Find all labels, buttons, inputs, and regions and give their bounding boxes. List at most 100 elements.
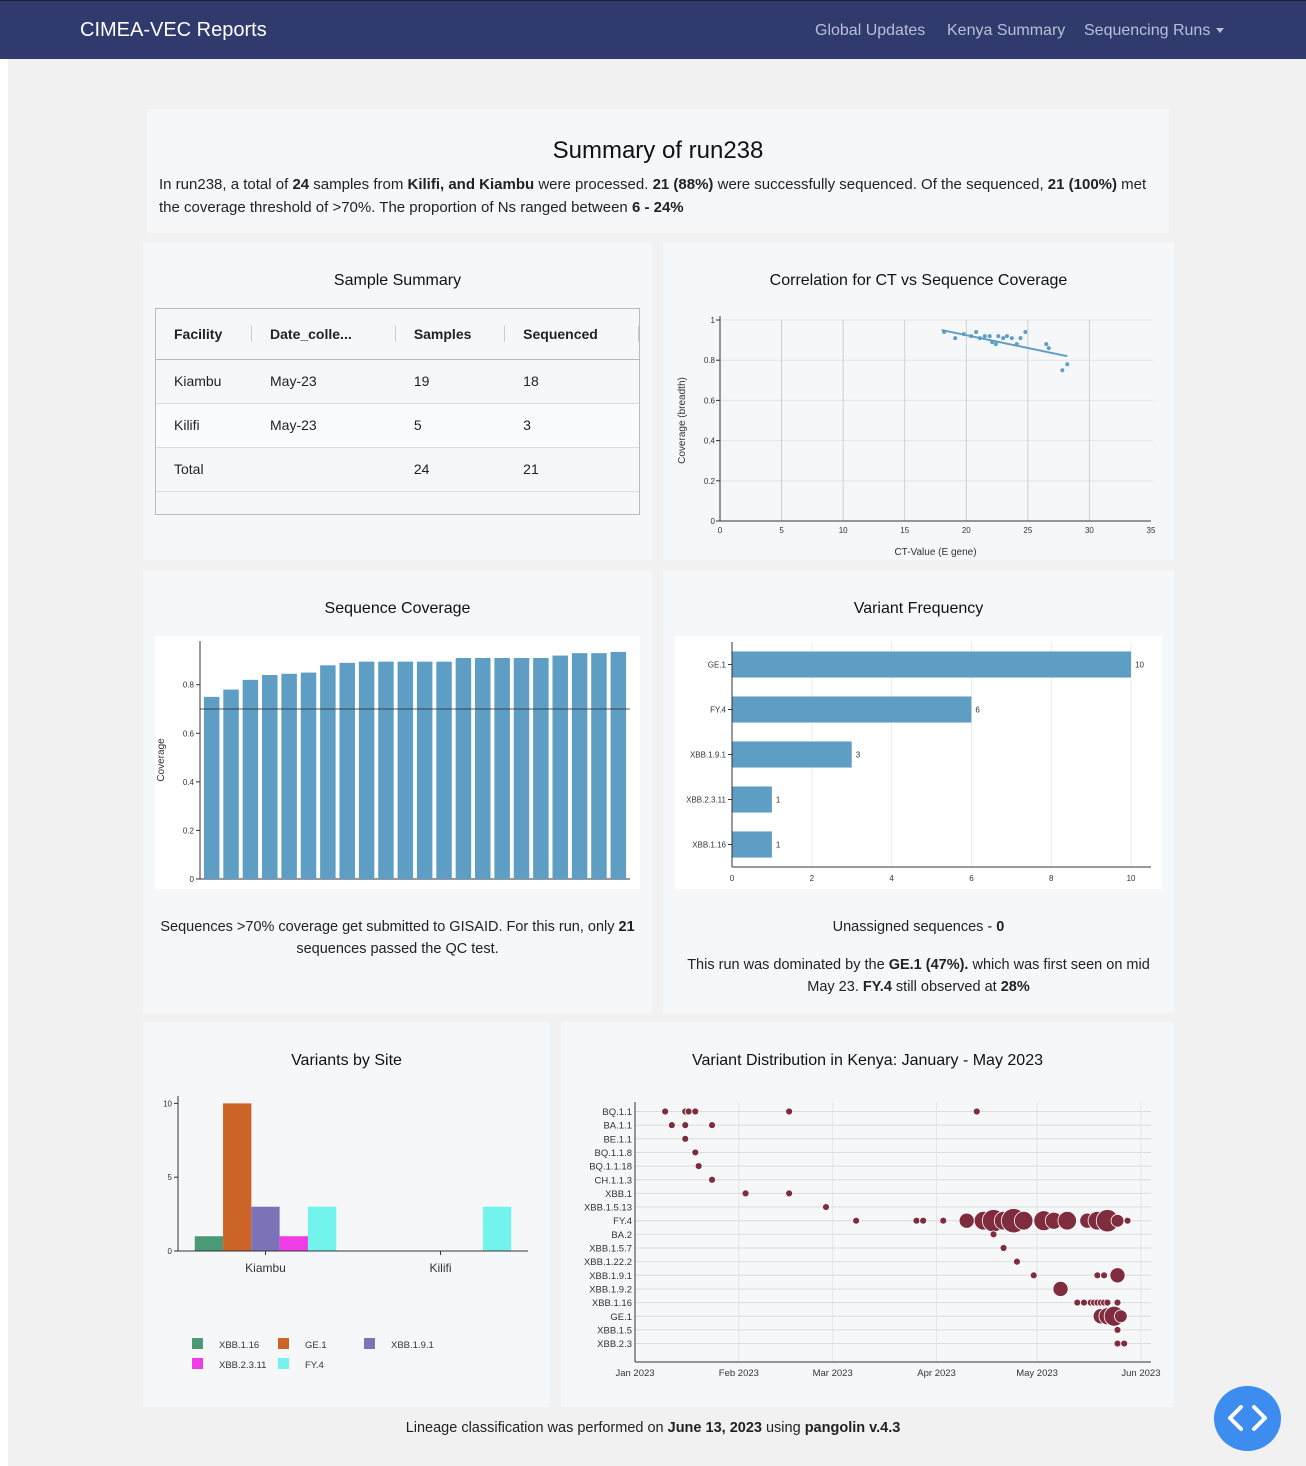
bubble-point (1029, 1271, 1038, 1280)
column-header-sequenced[interactable]: Sequenced (505, 309, 639, 360)
ct-chart-title: Correlation for CT vs Sequence Coverage (769, 272, 1068, 289)
summary-text-part: samples from (309, 176, 408, 193)
legend-swatch (192, 1358, 203, 1369)
variants-by-site-title: Variants by Site (291, 1052, 402, 1069)
sequence-coverage-chart[interactable]: 0 0.2 0.4 0.6 0.8 Coverage (143, 570, 652, 1013)
lineage-label: XBB.1.16 (592, 1298, 632, 1309)
bubble-point (661, 1107, 670, 1116)
bubble-point (999, 1244, 1008, 1252)
summary-text-part: met the coverage threshold of >70%. The … (159, 176, 1147, 216)
coverage-bar (242, 679, 259, 879)
lineage-label: XBB.1.9.2 (589, 1284, 632, 1295)
table-cell: May-23 (252, 403, 396, 448)
column-divider[interactable] (638, 326, 639, 342)
y-tick-label: 0.4 (704, 437, 716, 446)
table-row[interactable]: Total 24 21 (156, 447, 639, 492)
column-divider[interactable] (504, 326, 506, 342)
column-divider[interactable] (394, 326, 396, 342)
variants-by-site-chart[interactable]: 0 5 10 Kiambu Kilifi XBB.1.16 GE.1 XBB.1.9.1 XBB… (143, 1022, 550, 1407)
lineage-label: FY.4 (613, 1216, 632, 1227)
coverage-note-text: Sequences >70% coverage get submitted to… (160, 919, 619, 935)
footer-text: using (761, 1420, 805, 1436)
x-tick-label: May 2023 (1016, 1368, 1058, 1379)
legend-label: XBB.2.3.11 (219, 1360, 266, 1371)
data-label: 1 (776, 796, 781, 805)
table-cell: May-23 (252, 359, 396, 404)
table-row[interactable]: Kilifi May-23 5 3 (156, 403, 639, 448)
nav-link-kenya-summary[interactable]: Kenya Summary (947, 22, 1066, 39)
variant-frequency-title: Variant Frequency (853, 600, 984, 617)
bubble-point (1123, 1216, 1132, 1225)
unassigned-note: Unassigned sequences - 0 (673, 916, 1164, 938)
table-cell: 3 (505, 403, 639, 448)
x-tick-label: Kiambu (245, 1261, 286, 1275)
table-cell: 21 (505, 447, 639, 492)
column-divider[interactable] (251, 326, 253, 342)
summary-text-part: were processed. (534, 176, 653, 193)
x-tick-label: 20 (962, 526, 971, 535)
frequency-bar (732, 741, 852, 768)
scatter-point (942, 330, 947, 335)
code-toggle-button[interactable] (1214, 1386, 1281, 1451)
scatter-point (961, 332, 966, 337)
column-header-facility[interactable]: Facility (156, 309, 253, 360)
frequency-bar (732, 696, 972, 723)
lineage-label: BE.1.1 (603, 1134, 632, 1145)
legend-label: FY.4 (305, 1360, 324, 1371)
dominance-note: This run was dominated by the GE.1 (47%)… (673, 954, 1164, 998)
frequency-bar (732, 786, 772, 813)
coverage-note-text: sequences passed the QC test. (296, 941, 499, 957)
bubble-point (785, 1107, 794, 1116)
variant-distribution-chart[interactable]: BQ.1.1 BA.1.1 BE.1.1 BQ.1.1.8 BQ.1.1.18 CH.1.… (561, 1022, 1174, 1407)
bubble-point (681, 1134, 690, 1143)
lineage-label: GE.1 (610, 1312, 632, 1323)
coverage-bar (320, 665, 336, 879)
bubble-point (1013, 1210, 1034, 1231)
coverage-bar (436, 661, 452, 879)
bubble-point (939, 1216, 948, 1225)
coverage-note-count: 21 (618, 919, 635, 935)
lineage-label: XBB.2.3 (597, 1339, 632, 1350)
summary-coverage-met: 21 (100%) (1047, 176, 1118, 193)
column-header-date[interactable]: Date_colle... (252, 309, 396, 360)
variant-distribution-card: Variant Distribution in Kenya: January -… (561, 1022, 1174, 1407)
brand-logo[interactable]: CIMEA-VEC Reports (80, 19, 267, 41)
frequency-bar (732, 831, 772, 858)
lineage-label: XBB.1.5.13 (584, 1203, 632, 1214)
coverage-bar (223, 689, 239, 879)
coverage-bar (378, 661, 394, 879)
nav-link-global-updates[interactable]: Global Updates (815, 22, 926, 39)
coverage-bar (610, 651, 627, 879)
x-tick-label: 15 (900, 526, 909, 535)
unassigned-label: Unassigned sequences - (832, 919, 997, 935)
coverage-bar (591, 653, 607, 879)
bubble-point (785, 1189, 794, 1198)
scatter-point (1009, 336, 1014, 341)
table-cell: Kilifi (156, 403, 253, 448)
summary-text-part: In run238, a total of (159, 176, 293, 193)
bubble-point (681, 1121, 690, 1130)
coverage-bar (475, 658, 491, 879)
coverage-bar (533, 658, 549, 879)
frequency-bar (732, 651, 1132, 678)
table-row[interactable]: Kiambu May-23 19 18 (156, 359, 639, 404)
summary-title: Summary of run238 (552, 137, 764, 164)
column-header-samples[interactable]: Samples (395, 309, 506, 360)
bubble-point (822, 1203, 830, 1211)
column-header-label: Date_colle... (270, 325, 352, 342)
y-tick-label: 1 (711, 316, 716, 325)
x-tick-label: 0 (730, 874, 735, 883)
scatter-point (1001, 336, 1006, 341)
sample-summary-table[interactable]: Facility Date_colle... Samples Sequenced… (155, 308, 640, 515)
x-tick-label: 35 (1147, 526, 1156, 535)
bubble-point (741, 1189, 750, 1198)
data-label: 1 (776, 841, 781, 850)
scatter-point (987, 334, 992, 339)
x-tick-label: 4 (889, 874, 894, 883)
nav-dropdown-sequencing-runs[interactable]: Sequencing Runs (1084, 22, 1225, 40)
summary-total-samples: 24 (292, 176, 310, 193)
x-tick-label: 5 (779, 526, 784, 535)
bubble-point (1120, 1339, 1129, 1348)
